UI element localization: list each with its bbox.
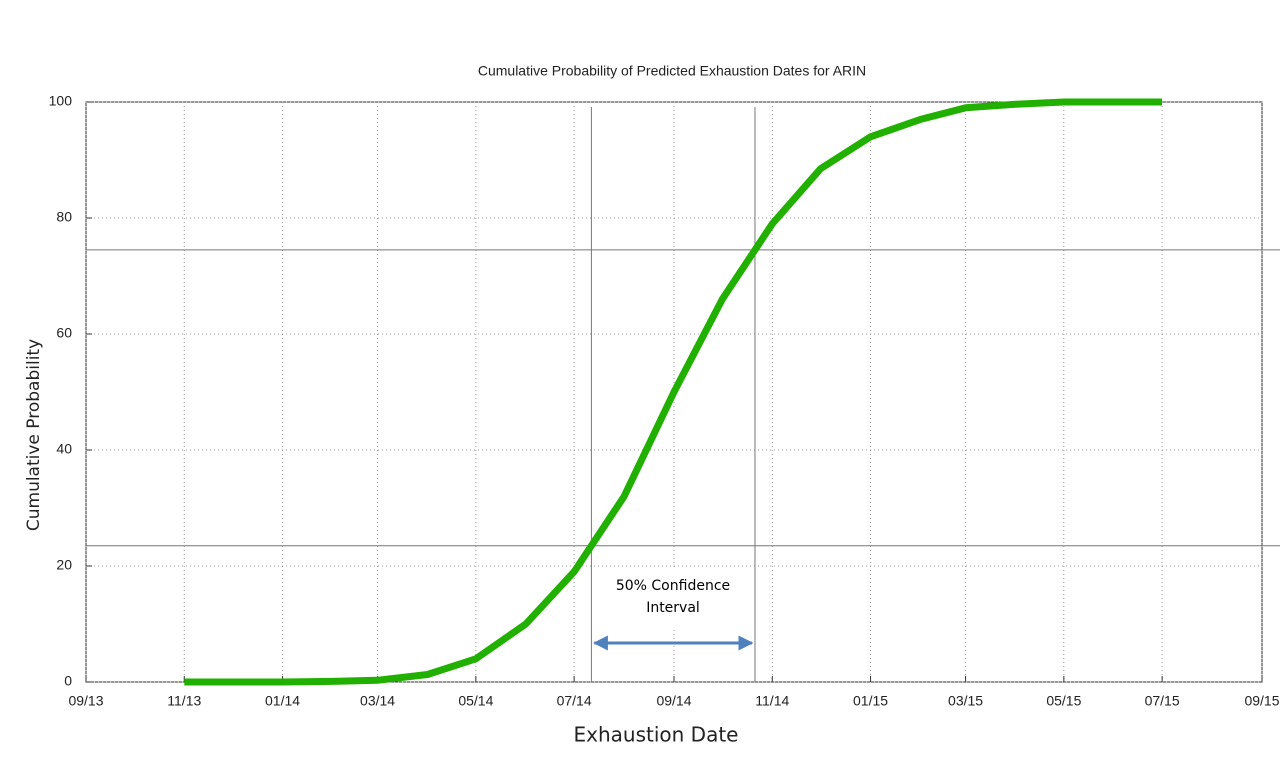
x-tick-label: 07/14 bbox=[557, 693, 592, 709]
annotation-background bbox=[593, 567, 753, 628]
x-tick-label: 01/14 bbox=[265, 693, 300, 709]
y-axis-label: Cumulative Probability bbox=[24, 339, 44, 531]
x-tick-label: 03/14 bbox=[360, 693, 395, 709]
data-line bbox=[184, 98, 1163, 686]
x-axis-label: Exhaustion Date bbox=[574, 723, 739, 747]
annotation: 50% Confidence Interval bbox=[615, 578, 731, 616]
y-tick-label: 100 bbox=[49, 93, 73, 109]
y-tick-label: 60 bbox=[56, 325, 72, 341]
y-tick-label: 0 bbox=[64, 673, 72, 689]
x-tick-label: 11/14 bbox=[755, 693, 789, 709]
x-tick-label: 09/15 bbox=[1244, 693, 1279, 709]
y-tick-label: 20 bbox=[56, 557, 72, 573]
x-tick-label: 09/13 bbox=[68, 693, 103, 709]
x-tick-label: 05/15 bbox=[1046, 693, 1081, 709]
x-tick-label: 11/13 bbox=[167, 693, 201, 709]
x-tick-label: 07/15 bbox=[1145, 693, 1180, 709]
x-tick-label: 01/15 bbox=[853, 693, 888, 709]
x-tick-label: 03/15 bbox=[948, 693, 983, 709]
y-tick-label: 40 bbox=[56, 441, 72, 457]
y-tick-label: 80 bbox=[56, 209, 72, 225]
chart-title: Cumulative Probability of Predicted Exha… bbox=[478, 63, 866, 79]
x-tick-label: 05/14 bbox=[458, 693, 493, 709]
x-tick-label: 09/14 bbox=[656, 693, 691, 709]
